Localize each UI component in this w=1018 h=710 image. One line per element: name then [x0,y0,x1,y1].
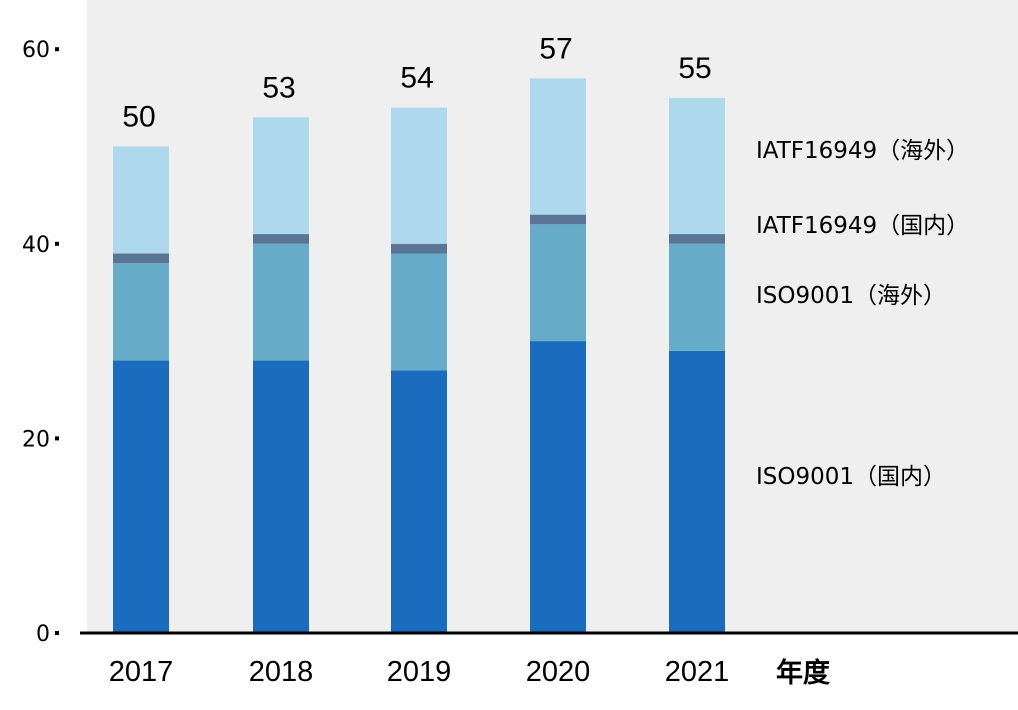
bar-segment-2019-series-0 [391,370,447,633]
bar-segment-2017-series-0 [113,360,169,633]
bar-segment-2019-series-3 [391,107,447,244]
total-label: 53 [262,71,295,104]
bar-segment-2021-series-0 [669,350,725,633]
y-tick-label: 0 [36,622,50,647]
x-axis-labels: 2017 2018 2019 2020 2021 [109,656,730,688]
y-tick-label: 40 [22,233,50,258]
bar-segment-2020-series-0 [530,341,586,633]
y-tick-mark [55,47,59,52]
total-label: 55 [678,52,711,85]
x-tick-label: 2021 [665,656,730,688]
bar-segment-2020-series-2 [530,214,586,225]
bar-segment-2018-series-3 [253,117,309,235]
legend-label: IATF16949（海外） [756,138,969,164]
bar-segment-2021-series-1 [669,243,725,351]
x-tick-label: 2019 [387,656,452,688]
total-label: 54 [400,62,433,95]
bar-segment-2017-series-1 [113,263,169,361]
x-axis-unit-label: 年度 [776,657,830,689]
y-tick-label: 20 [22,427,50,452]
total-labels: 50 53 54 57 55 [122,32,711,133]
bar-segment-2019-series-2 [391,243,447,254]
bar-segment-2018-series-0 [253,360,309,633]
bar-segment-2019-series-1 [391,253,447,371]
bar-segment-2017-series-2 [113,253,169,264]
bar-segment-2018-series-2 [253,234,309,244]
legend: ISO9001（国内） ISO9001（海外） IATF16949（国内） IATF1… [756,138,969,490]
legend-label: IATF16949（国内） [756,213,969,239]
legend-label: ISO9001（国内） [756,464,946,490]
y-tick-mark [55,436,59,441]
bar-segment-2020-series-3 [530,78,586,215]
total-label: 50 [122,101,155,134]
y-tick-mark [55,631,59,635]
y-tick-label: 60 [22,38,50,63]
x-tick-label: 2018 [249,656,314,688]
x-tick-label: 2017 [109,656,174,688]
bar-segment-2017-series-3 [113,146,169,254]
x-tick-label: 2020 [526,656,591,688]
y-tick-mark [55,241,59,246]
bar-segment-2020-series-1 [530,224,586,342]
bar-segment-2021-series-2 [669,234,725,244]
bar-segment-2018-series-1 [253,243,309,361]
bar-segment-2021-series-3 [669,97,725,235]
bars [113,78,725,633]
y-axis: 0 20 40 60 [22,38,59,647]
legend-label: ISO9001（海外） [756,283,946,309]
total-label: 57 [539,32,572,65]
